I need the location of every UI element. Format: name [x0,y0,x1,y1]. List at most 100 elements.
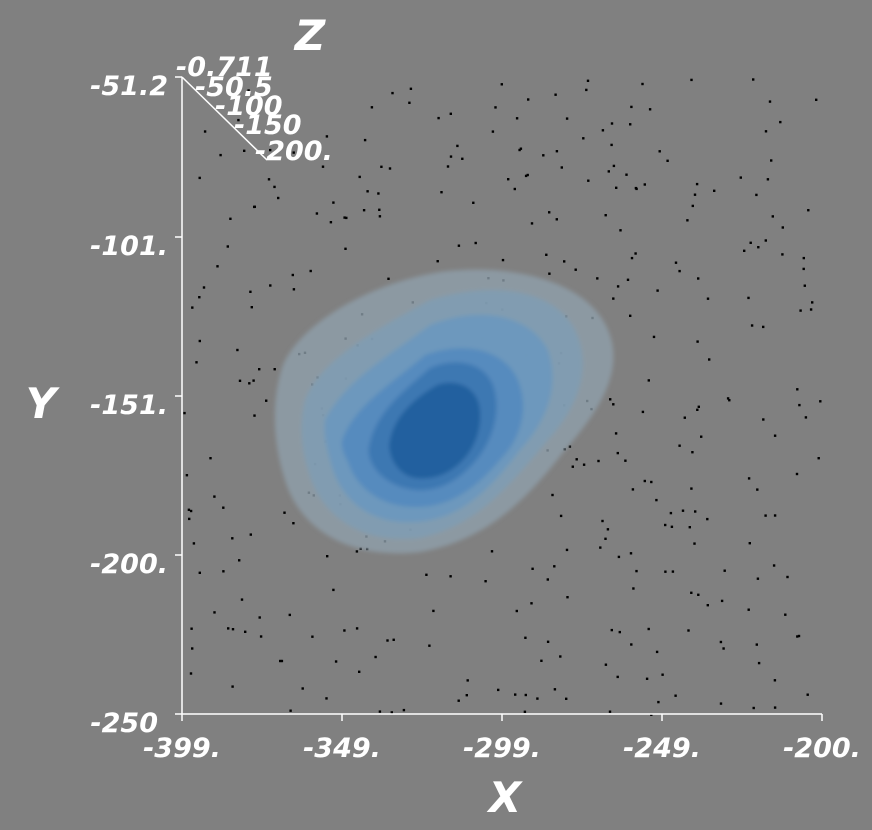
data-point [565,697,568,700]
data-point [656,289,659,292]
data-point [526,173,529,177]
data-point [518,148,521,152]
data-point [773,679,777,682]
data-point [802,256,805,260]
data-point [641,82,644,86]
y-tick-label: -51.2 [90,71,168,102]
data-point [674,694,677,697]
data-point [664,570,667,573]
data-point [273,185,276,189]
data-point [238,559,241,562]
data-point [645,677,649,680]
data-point [269,148,272,152]
data-point [248,382,251,385]
data-point [799,309,802,312]
data-point [507,178,510,181]
data-point [619,229,622,232]
data-point [693,542,696,545]
data-point [209,82,213,85]
data-point [657,700,660,704]
data-point [779,120,782,124]
data-point [691,451,694,454]
data-point [432,609,435,613]
data-point [565,117,569,120]
data-point [574,268,577,271]
data-point [630,105,633,109]
data-point [321,165,325,168]
data-point [624,459,627,462]
data-point [700,435,703,438]
data-point [706,604,709,607]
data-point [553,688,557,691]
data-point [465,694,468,697]
data-point [334,660,338,663]
data-point [253,414,256,417]
data-point [614,432,618,435]
data-point [796,635,799,638]
data-point [259,635,263,638]
data-point [236,348,239,352]
data-point [288,613,291,617]
data-point [540,659,543,662]
data-point [582,137,585,140]
data-point [530,222,534,225]
data-point [796,388,799,391]
data-point [616,451,619,455]
data-point [641,410,645,414]
data-point [604,537,607,540]
data-point [719,640,723,644]
data-point [678,444,681,447]
data-point [244,630,247,633]
data-point [607,170,610,173]
data-point [523,710,527,713]
data-point [616,675,619,679]
data-point [798,403,801,407]
data-point [227,627,230,630]
data-point [629,314,632,317]
data-point [449,575,452,578]
data-point [198,339,201,343]
data-point [681,509,685,512]
data-point [497,688,500,692]
data-point [597,459,600,463]
data-point [332,201,335,204]
data-point [292,288,296,291]
data-point [457,699,460,702]
data-point [612,164,616,168]
data-point [292,522,295,525]
y-axis-title: Y [26,379,60,428]
data-point [515,609,518,613]
data-point [587,179,590,182]
data-point [343,629,346,632]
data-point [643,183,646,186]
data-point [545,253,548,256]
data-point [568,445,572,448]
data-point [243,149,246,152]
data-point [222,570,225,573]
data-point [378,208,381,211]
data-point [773,434,777,437]
data-point [686,219,689,222]
data-point [694,510,697,513]
data-point [630,256,634,260]
data-point [409,87,413,90]
data-point [632,587,635,590]
data-point [795,472,799,476]
data-point [807,209,810,212]
data-point [548,211,551,214]
data-point [472,201,475,204]
data-point [652,335,656,339]
data-point [764,239,767,242]
data-point [249,290,252,293]
data-point [311,635,314,638]
data-point [247,89,250,92]
data-point [344,247,347,250]
data-point [551,493,554,497]
data-point [237,118,240,122]
data-point [664,523,667,527]
data-point [773,706,777,709]
data-point [315,212,319,215]
y-tick-label: -151. [90,390,168,421]
data-point [326,555,329,558]
